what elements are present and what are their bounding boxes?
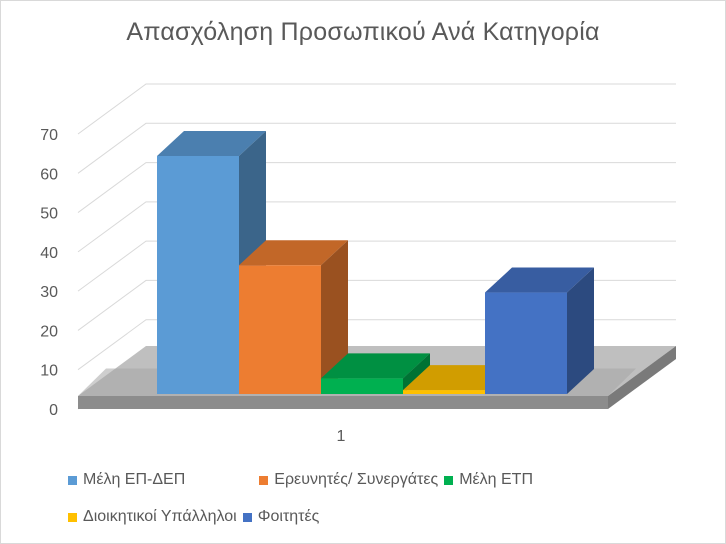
x-tick-label-0: 1 — [337, 428, 346, 445]
y-tick-label-4: 40 — [40, 245, 58, 262]
bar-side-4 — [567, 267, 594, 394]
bar-2 — [321, 378, 403, 394]
gridline-4 — [77, 201, 676, 253]
floor-side — [608, 346, 676, 409]
bar-top-2 — [321, 353, 430, 379]
bar-top-3 — [403, 365, 512, 391]
bar-1 — [239, 265, 321, 394]
legend-label-2: Μέλη ΕΤΠ — [459, 471, 533, 488]
legend-label-4: Φοιτητές — [257, 508, 320, 525]
bar-3 — [403, 390, 485, 394]
bar-top-1 — [239, 240, 348, 266]
legend-row-1: Μέλη ΕΠ-ΔΕΠ Ερευνητές/ Συνεργάτες Μέλη Ε… — [68, 470, 588, 490]
y-tick-label-7: 70 — [40, 127, 58, 144]
bar-side-1 — [321, 240, 348, 394]
legend-item-series-3: Διοικητικοί Υπάλληλοι — [68, 508, 237, 526]
gridline-5 — [77, 162, 676, 213]
floor-front — [78, 396, 608, 409]
legend-swatch-3 — [68, 512, 77, 522]
y-tick-label-6: 60 — [40, 166, 58, 183]
chart-title: Απασχόληση Προσωπικού Ανά Κατηγορία — [126, 18, 600, 46]
legend: Μέλη ΕΠ-ΔΕΠ Ερευνητές/ Συνεργάτες Μέλη Ε… — [68, 470, 588, 544]
y-tick-label-2: 20 — [40, 323, 58, 340]
legend-item-series-4: Φοιτητές — [242, 508, 320, 526]
legend-item-series-2: Μέλη ΕΤΠ — [444, 471, 533, 489]
y-tick-label-0: 0 — [49, 402, 58, 419]
legend-label-3: Διοικητικοί Υπάλληλοι — [83, 508, 237, 525]
legend-swatch-2 — [444, 475, 454, 485]
legend-label-1: Ερευνητές/ Συνεργάτες — [274, 471, 439, 488]
bar-top-0 — [157, 131, 266, 156]
legend-item-series-0: Μέλη ΕΠ-ΔΕΠ — [68, 471, 185, 489]
gridline-6 — [77, 122, 676, 174]
legend-label-0: Μέλη ΕΠ-ΔΕΠ — [83, 471, 186, 488]
bar-0 — [157, 156, 239, 394]
legend-swatch-1 — [259, 475, 269, 485]
bar-4 — [485, 292, 567, 394]
gridline-7 — [77, 83, 676, 135]
legend-swatch-0 — [68, 475, 77, 485]
gridline-3 — [77, 240, 676, 292]
bar-top-4 — [485, 267, 594, 293]
legend-row-2: Διοικητικοί Υπάλληλοι Φοιτητές — [68, 507, 588, 527]
y-tick-label-5: 50 — [40, 206, 58, 223]
y-tick-label-3: 30 — [40, 284, 58, 301]
legend-swatch-4 — [242, 512, 252, 522]
legend-item-series-1: Ερευνητές/ Συνεργάτες — [259, 471, 438, 489]
y-tick-label-1: 10 — [40, 363, 58, 380]
